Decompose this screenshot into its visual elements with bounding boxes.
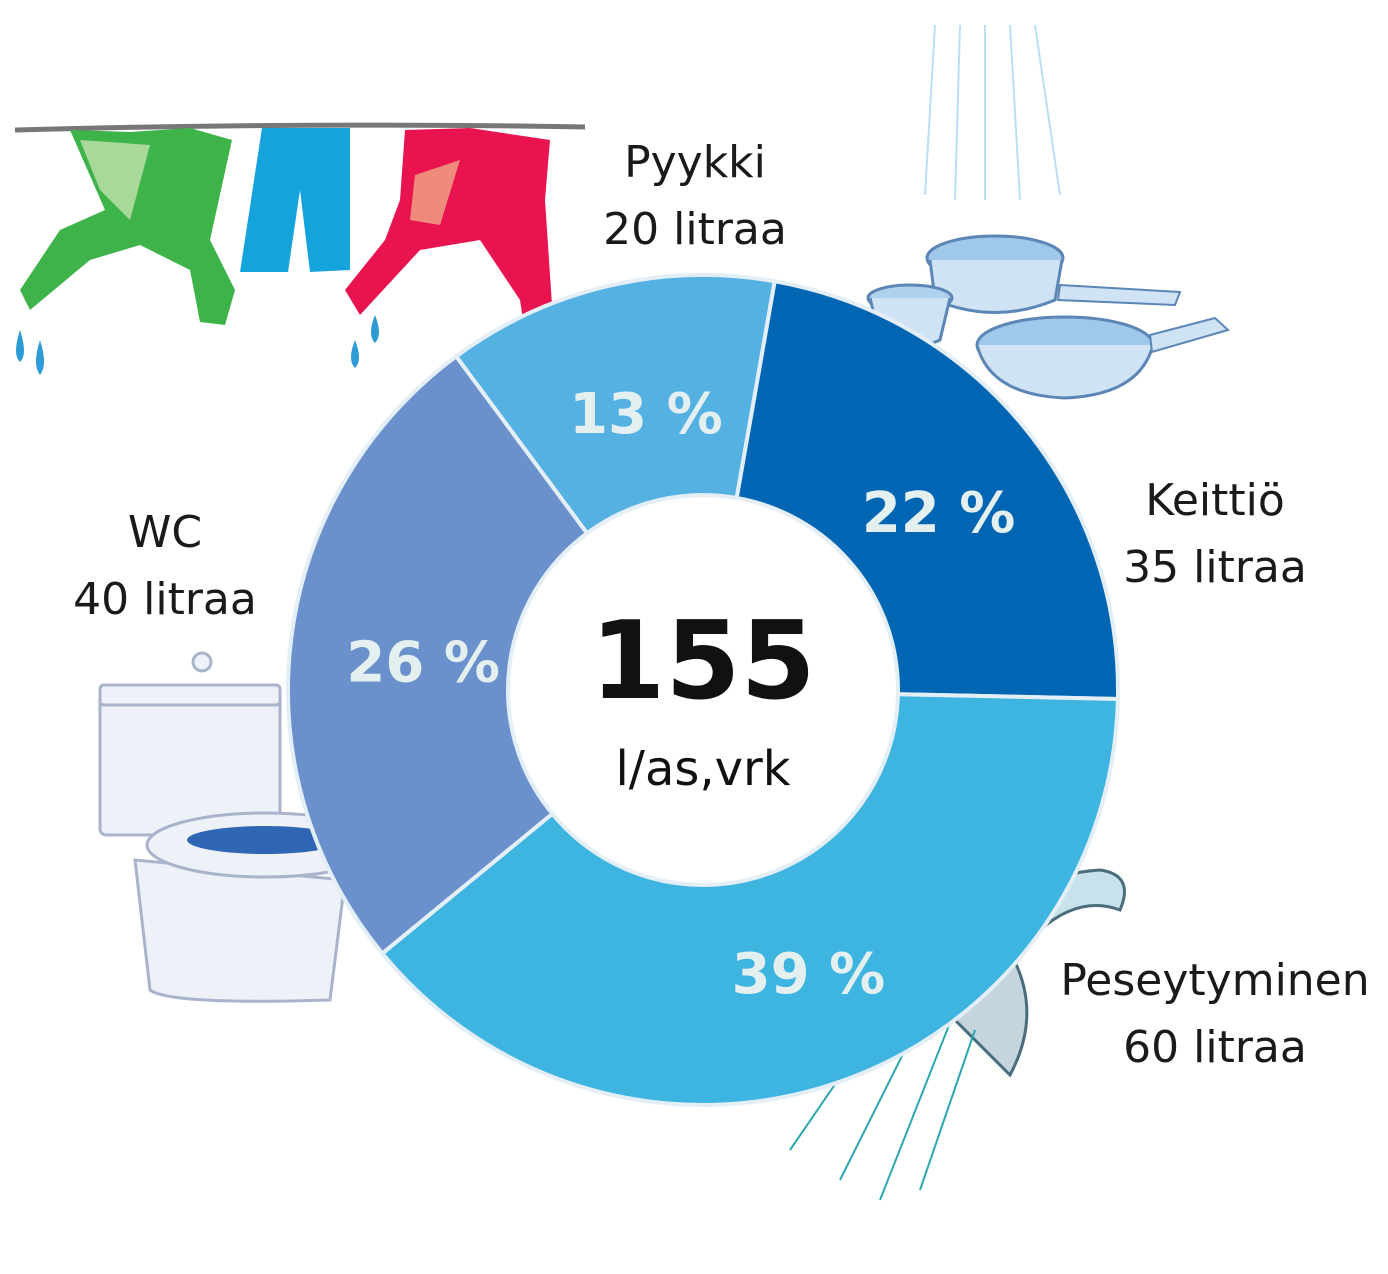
share-label: 39 % bbox=[732, 942, 886, 1007]
slice bbox=[453, 273, 778, 537]
dress-light bbox=[410, 160, 460, 225]
share-label: 13 % bbox=[569, 382, 723, 447]
share-label: 22 % bbox=[862, 481, 1016, 546]
pan-body bbox=[975, 344, 1155, 400]
category-label: Peseytyminen bbox=[1060, 955, 1369, 1006]
dress bbox=[345, 128, 555, 365]
trousers bbox=[240, 128, 350, 272]
slice bbox=[734, 278, 1120, 702]
share-label: 26 % bbox=[346, 630, 500, 695]
shirt bbox=[20, 128, 235, 325]
slice bbox=[379, 692, 1120, 1107]
pot-handle bbox=[1056, 283, 1182, 307]
value-label: 35 litraa bbox=[1123, 542, 1307, 593]
category-label: Keittiö bbox=[1145, 475, 1285, 526]
drops bbox=[16, 315, 379, 375]
clothesline bbox=[14, 122, 586, 133]
water-jet bbox=[924, 24, 1061, 201]
value-label: 20 litraa bbox=[603, 204, 787, 255]
total: 155 bbox=[590, 599, 815, 724]
donut bbox=[286, 273, 1120, 1107]
category-label: Pyykki bbox=[624, 137, 766, 188]
total-unit: l/as,vrk bbox=[615, 741, 790, 797]
pan-handle bbox=[1148, 316, 1230, 354]
value-label: 40 litraa bbox=[73, 574, 257, 625]
slice bbox=[286, 353, 590, 957]
toilet-water bbox=[187, 826, 343, 854]
illustrations bbox=[14, 24, 1230, 1201]
category-label: WC bbox=[128, 507, 202, 558]
shirt-light bbox=[80, 140, 150, 220]
value-label: 60 litraa bbox=[1123, 1022, 1307, 1073]
